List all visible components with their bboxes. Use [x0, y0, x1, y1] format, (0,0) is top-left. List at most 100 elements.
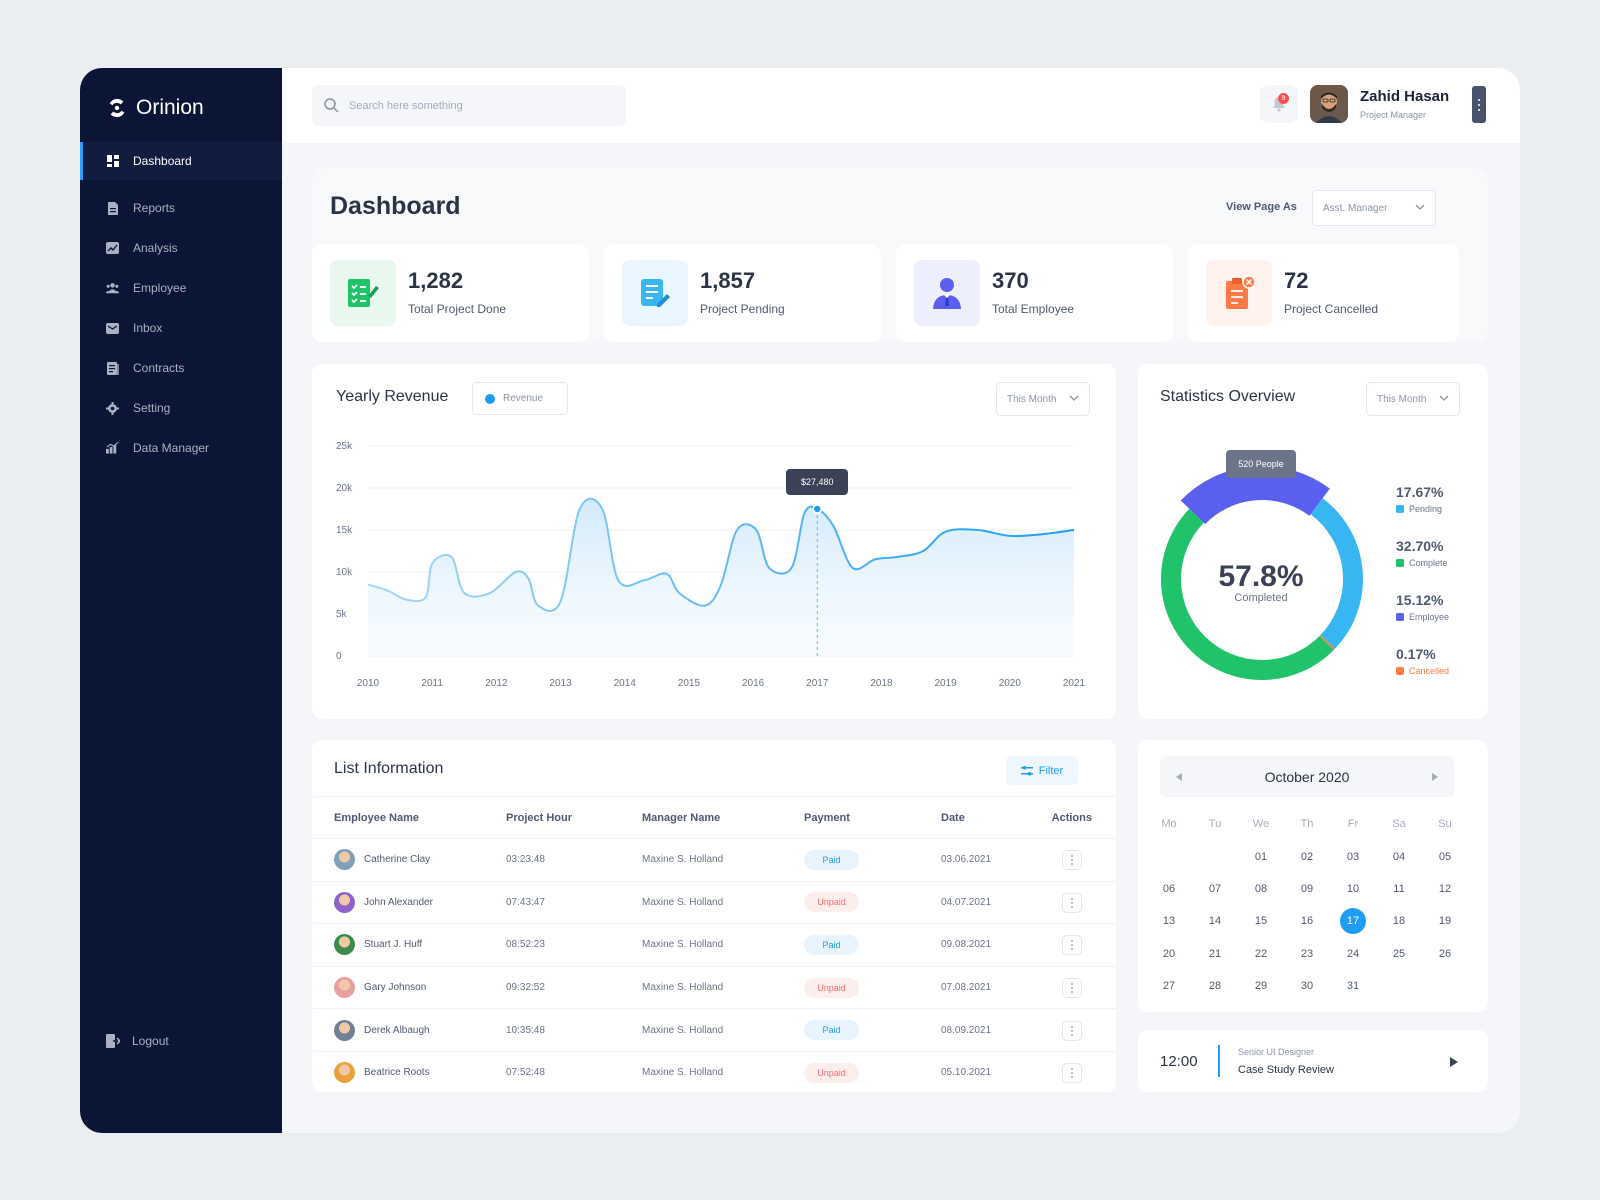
view-as-select[interactable]: Asst. Manager: [1312, 190, 1436, 226]
users-icon: [106, 282, 119, 295]
sidebar-item-inbox[interactable]: Inbox: [80, 308, 282, 348]
calendar-day[interactable]: 22: [1238, 938, 1284, 970]
row-actions-button[interactable]: [1062, 850, 1082, 871]
calendar-day[interactable]: 02: [1284, 840, 1330, 872]
stat-card-projects-pending: 1,857 Project Pending: [604, 244, 881, 342]
tooltip-value: $27,480: [800, 477, 834, 487]
sidebar-item-contracts[interactable]: Contracts: [80, 348, 282, 388]
app-logo[interactable]: Orinion: [106, 96, 204, 120]
row-actions-button[interactable]: [1062, 1063, 1082, 1084]
calendar-day[interactable]: 08: [1238, 873, 1284, 905]
calendar-day[interactable]: 19: [1422, 905, 1468, 937]
cell-project-hour: 07:52:48: [506, 1051, 642, 1095]
calendar-day[interactable]: 07: [1192, 873, 1238, 905]
calendar-day[interactable]: 30: [1284, 970, 1330, 1002]
row-actions-button[interactable]: [1062, 935, 1082, 956]
calendar-day[interactable]: 06: [1146, 873, 1192, 905]
sidebar-item-analysis[interactable]: Analysis: [80, 228, 282, 268]
main-area: 9 Zahid Hasan Project Manager Dashboard …: [282, 68, 1520, 1133]
revenue-period-select[interactable]: This Month: [996, 382, 1090, 416]
payment-badge: Paid: [804, 934, 859, 955]
cell-date: 08.09.2021: [941, 1008, 1049, 1052]
statistics-period-select[interactable]: This Month: [1366, 382, 1460, 416]
table-row[interactable]: Catherine Clay 03:23:48 Maxine S. Hollan…: [312, 838, 1116, 882]
calendar-empty: [1422, 970, 1468, 1002]
sidebar-item-employee[interactable]: Employee: [80, 268, 282, 308]
column-header[interactable]: Date: [941, 796, 1049, 839]
calendar-day[interactable]: 28: [1192, 970, 1238, 1002]
calendar-day[interactable]: 12: [1422, 873, 1468, 905]
table-row[interactable]: John Alexander 07:43:47 Maxine S. Hollan…: [312, 881, 1116, 925]
search-input[interactable]: [349, 99, 589, 112]
calendar-day[interactable]: 10: [1330, 873, 1376, 905]
sidebar-item-reports[interactable]: Reports: [80, 188, 282, 228]
calendar-day[interactable]: 23: [1284, 938, 1330, 970]
calendar-day[interactable]: 01: [1238, 840, 1284, 872]
donut-slice-employee[interactable]: [1180, 466, 1330, 525]
sidebar-item-dashboard[interactable]: Dashboard: [80, 142, 282, 180]
cell-manager: Maxine S. Holland: [642, 1051, 804, 1095]
calendar-day[interactable]: 24: [1330, 938, 1376, 970]
calendar-day[interactable]: 05: [1422, 840, 1468, 872]
calendar-day[interactable]: 03: [1330, 840, 1376, 872]
table-row[interactable]: Derek Albaugh 10:35:48 Maxine S. Holland…: [312, 1008, 1116, 1052]
calendar-week: 27 28 29 30 31: [1146, 970, 1468, 1002]
next-month-button[interactable]: [1432, 772, 1438, 781]
calendar-day[interactable]: 14: [1192, 905, 1238, 937]
sidebar-item-label: Reports: [133, 201, 176, 215]
calendar-day[interactable]: 09: [1284, 873, 1330, 905]
cell-employee: John Alexander: [312, 881, 506, 925]
calendar-day[interactable]: 21: [1192, 938, 1238, 970]
table-row[interactable]: Stuart J. Huff 08:52:23 Maxine S. Hollan…: [312, 923, 1116, 967]
cell-manager: Maxine S. Holland: [642, 923, 804, 967]
table-row[interactable]: Beatrice Roots 07:52:48 Maxine S. Hollan…: [312, 1051, 1116, 1095]
calendar-day[interactable]: 26: [1422, 938, 1468, 970]
search-box[interactable]: [312, 85, 626, 126]
column-header[interactable]: Actions: [1049, 796, 1116, 839]
calendar-day[interactable]: 04: [1376, 840, 1422, 872]
cell-date: 04.07.2021: [941, 881, 1049, 925]
notification-button[interactable]: 9: [1260, 85, 1298, 123]
legend-swatch: [1396, 505, 1404, 513]
stat-value: 370: [992, 268, 1029, 293]
calendar-month: October 2020: [1264, 768, 1350, 785]
sidebar-item-setting[interactable]: Setting: [80, 388, 282, 428]
prev-month-button[interactable]: [1176, 772, 1182, 781]
event-card[interactable]: 12:00 Senior UI Designer Case Study Revi…: [1138, 1030, 1488, 1092]
calendar-day[interactable]: 20: [1146, 938, 1192, 970]
filter-button[interactable]: Filter: [1006, 756, 1078, 785]
calendar-day[interactable]: 13: [1146, 905, 1192, 937]
table-row[interactable]: Gary Johnson 09:32:52 Maxine S. Holland …: [312, 966, 1116, 1010]
donut-slice-complete[interactable]: [1161, 508, 1334, 680]
cell-date: 09.08.2021: [941, 923, 1049, 967]
more-menu-button[interactable]: [1472, 86, 1486, 123]
highlight-point[interactable]: [812, 504, 823, 514]
stat-card-total-employee: 370 Total Employee: [896, 244, 1173, 342]
revenue-legend[interactable]: Revenue: [472, 382, 568, 415]
avatar[interactable]: [1310, 85, 1348, 123]
revenue-chart: 0 5k 10k 15k 20k 25k 2010 2011 2012 2013 2014 2015 2…: [336, 441, 1086, 689]
column-header[interactable]: Payment: [804, 796, 941, 839]
row-actions-button[interactable]: [1062, 892, 1082, 913]
column-header[interactable]: Project Hour: [506, 796, 642, 839]
column-header[interactable]: Employee Name: [312, 796, 506, 839]
donut-slice-pending[interactable]: [1310, 498, 1363, 649]
calendar-day[interactable]: 18: [1376, 905, 1422, 937]
calendar-day[interactable]: 27: [1146, 970, 1192, 1002]
calendar-day[interactable]: 15: [1238, 905, 1284, 937]
logout-button[interactable]: Logout: [106, 1034, 169, 1048]
calendar-day[interactable]: 31: [1330, 970, 1376, 1002]
calendar-day[interactable]: 29: [1238, 970, 1284, 1002]
calendar-day[interactable]: 17: [1330, 905, 1376, 937]
column-header[interactable]: Manager Name: [642, 796, 804, 839]
calendar-day[interactable]: 11: [1376, 873, 1422, 905]
calendar-day-label: 11: [1393, 882, 1405, 895]
cell-date: 03.06.2021: [941, 838, 1049, 882]
row-actions-button[interactable]: [1062, 1020, 1082, 1041]
row-actions-button[interactable]: [1062, 978, 1082, 999]
donut-slice-cancelled[interactable]: [1319, 635, 1335, 651]
sidebar-item-data-manager[interactable]: Data Manager: [80, 428, 282, 468]
calendar-day[interactable]: 16: [1284, 905, 1330, 937]
play-icon[interactable]: [1450, 1057, 1458, 1067]
calendar-day[interactable]: 25: [1376, 938, 1422, 970]
